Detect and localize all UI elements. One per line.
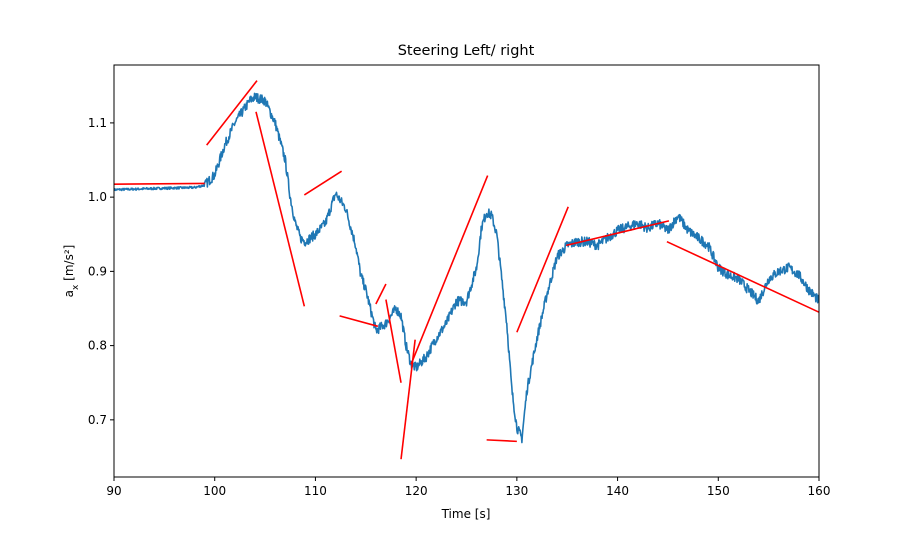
- x-tick-label-1: 100: [203, 484, 226, 498]
- y-axis-label-subscript: x: [71, 284, 81, 290]
- fit-segment-8: [410, 175, 489, 365]
- y-axis: 0.7 0.8 0.9 1.0 1.1: [88, 116, 114, 427]
- x-axis: 90 100 110 120 130 140 150 160: [106, 477, 830, 498]
- fit-segment-10: [516, 206, 569, 333]
- y-axis-label-unit: [m/s²]: [62, 245, 76, 285]
- y-axis-label: ax [m/s²]: [62, 245, 81, 298]
- fit-segment-4: [339, 315, 379, 328]
- fit-segments: [114, 80, 819, 460]
- fit-segment-5: [375, 283, 387, 305]
- x-tick-label-2: 110: [304, 484, 327, 498]
- y-tick-label-1: 0.8: [88, 339, 107, 353]
- fit-segment-3: [303, 170, 343, 196]
- x-tick-label-4: 130: [505, 484, 528, 498]
- y-tick-label-3: 1.0: [88, 190, 107, 204]
- y-axis-label-symbol: a: [62, 290, 76, 297]
- fit-segment-2: [255, 111, 306, 307]
- fit-segment-9: [486, 439, 517, 443]
- fit-segment-11: [566, 220, 670, 247]
- y-tick-label-4: 1.1: [88, 116, 107, 130]
- fit-segment-1: [206, 80, 258, 146]
- y-tick-label-0: 0.7: [88, 413, 107, 427]
- x-tick-label-0: 90: [106, 484, 121, 498]
- series-layer: [114, 92, 819, 444]
- plot-frame: [113, 64, 820, 478]
- x-tick-label-3: 120: [405, 484, 428, 498]
- series-line-0: [114, 92, 819, 444]
- x-tick-label-6: 150: [707, 484, 730, 498]
- fit-segment-0: [114, 182, 205, 185]
- x-tick-label-7: 160: [808, 484, 831, 498]
- fit-segment-6: [385, 299, 402, 383]
- x-tick-label-5: 140: [606, 484, 629, 498]
- y-tick-label-2: 0.9: [88, 264, 107, 278]
- chart-title: Steering Left/ right: [398, 43, 535, 59]
- fit-segment-12: [666, 240, 819, 313]
- x-axis-label: Time [s]: [441, 507, 491, 521]
